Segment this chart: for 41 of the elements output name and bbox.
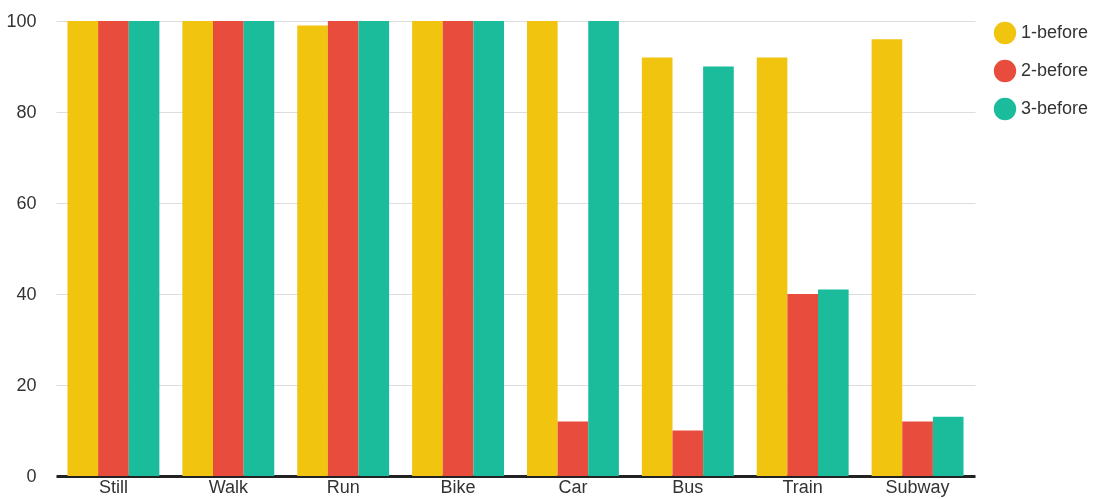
bar	[98, 21, 129, 476]
bar	[818, 289, 849, 476]
bar	[67, 21, 99, 476]
bar	[213, 21, 244, 476]
bar	[442, 21, 474, 476]
bar	[756, 57, 788, 476]
y-tick-label: 100	[6, 10, 37, 31]
y-tick-label: 80	[16, 101, 37, 122]
bar	[588, 21, 619, 476]
x-tick-label: Car	[558, 476, 588, 497]
bar	[526, 21, 558, 476]
x-tick-label: Walk	[208, 476, 249, 497]
legend-label: 2-before	[1021, 60, 1089, 80]
bar	[473, 21, 505, 476]
y-tick-label: 40	[16, 283, 37, 304]
bar	[902, 421, 933, 476]
bar	[243, 21, 275, 476]
bar	[787, 294, 818, 476]
bar	[871, 39, 903, 476]
legend-label: 3-before	[1021, 98, 1089, 118]
bar	[932, 416, 964, 476]
bar	[297, 25, 328, 476]
x-tick-label: Run	[326, 476, 360, 497]
y-tick-label: 60	[16, 192, 37, 213]
bar	[327, 21, 359, 476]
y-tick-label: 20	[16, 374, 37, 395]
x-tick-label: Bike	[440, 476, 476, 497]
x-tick-label: Bus	[672, 476, 704, 497]
bar	[182, 21, 213, 476]
bar	[557, 421, 589, 476]
x-tick-label: Subway	[885, 476, 950, 497]
bar	[412, 21, 443, 476]
y-tick-label: 0	[26, 465, 37, 486]
bar	[641, 57, 673, 476]
bar	[703, 66, 734, 476]
legend-label: 1-before	[1021, 22, 1089, 42]
bar	[358, 21, 390, 476]
bar	[128, 21, 160, 476]
x-tick-label: Still	[98, 476, 128, 497]
bar	[672, 430, 704, 476]
x-tick-label: Train	[782, 476, 823, 497]
